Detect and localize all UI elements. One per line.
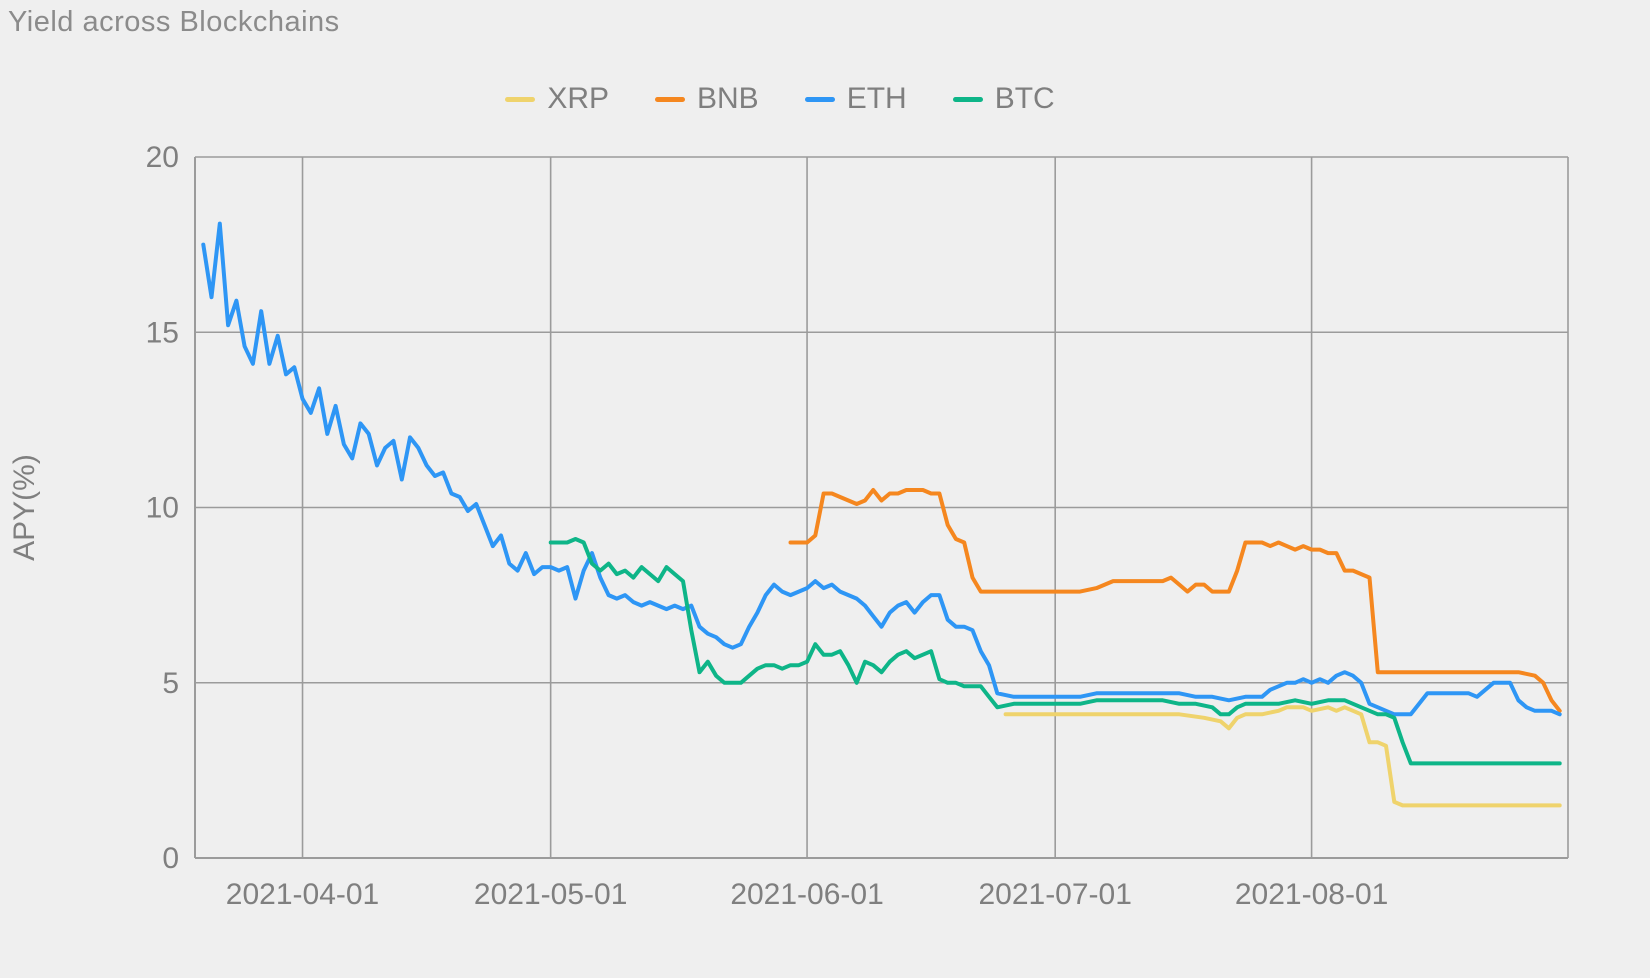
- series-line-xrp: [1003, 705, 1562, 808]
- legend-label: BNB: [697, 82, 759, 115]
- y-tick-label: 0: [162, 842, 179, 875]
- x-tick-label: 2021-05-01: [474, 878, 627, 911]
- legend-dash-bnb-icon: [655, 96, 685, 102]
- legend-item-eth[interactable]: ETH: [804, 82, 907, 116]
- y-tick-label: 10: [146, 492, 179, 525]
- x-tick-label: 2021-04-01: [226, 878, 379, 911]
- y-tick-label: 20: [146, 141, 179, 174]
- legend-label: XRP: [547, 82, 609, 115]
- y-tick-label: 5: [162, 667, 179, 700]
- legend-label: BTC: [994, 82, 1055, 115]
- legend-item-btc[interactable]: BTC: [952, 82, 1055, 116]
- x-tick-label: 2021-07-01: [978, 878, 1131, 911]
- legend-dash-eth-icon: [804, 96, 835, 102]
- series-line-btc: [548, 537, 1562, 766]
- legend-label: ETH: [846, 82, 907, 115]
- chart-title: Yield across Blockchains: [8, 6, 340, 38]
- legend-dash-xrp-icon: [505, 96, 536, 102]
- legend-dash-btc-icon: [952, 96, 983, 102]
- series-line-eth: [201, 221, 1562, 717]
- series-line-bnb: [788, 488, 1562, 713]
- y-tick-label: 15: [146, 316, 179, 349]
- legend-item-bnb[interactable]: BNB: [655, 82, 759, 116]
- x-tick-label: 2021-08-01: [1235, 878, 1388, 911]
- x-tick-label: 2021-06-01: [730, 878, 883, 911]
- chart-legend: XRP BNB ETH BTC: [0, 82, 1560, 116]
- y-axis-title: APY(%): [8, 454, 41, 561]
- legend-item-xrp[interactable]: XRP: [505, 82, 609, 116]
